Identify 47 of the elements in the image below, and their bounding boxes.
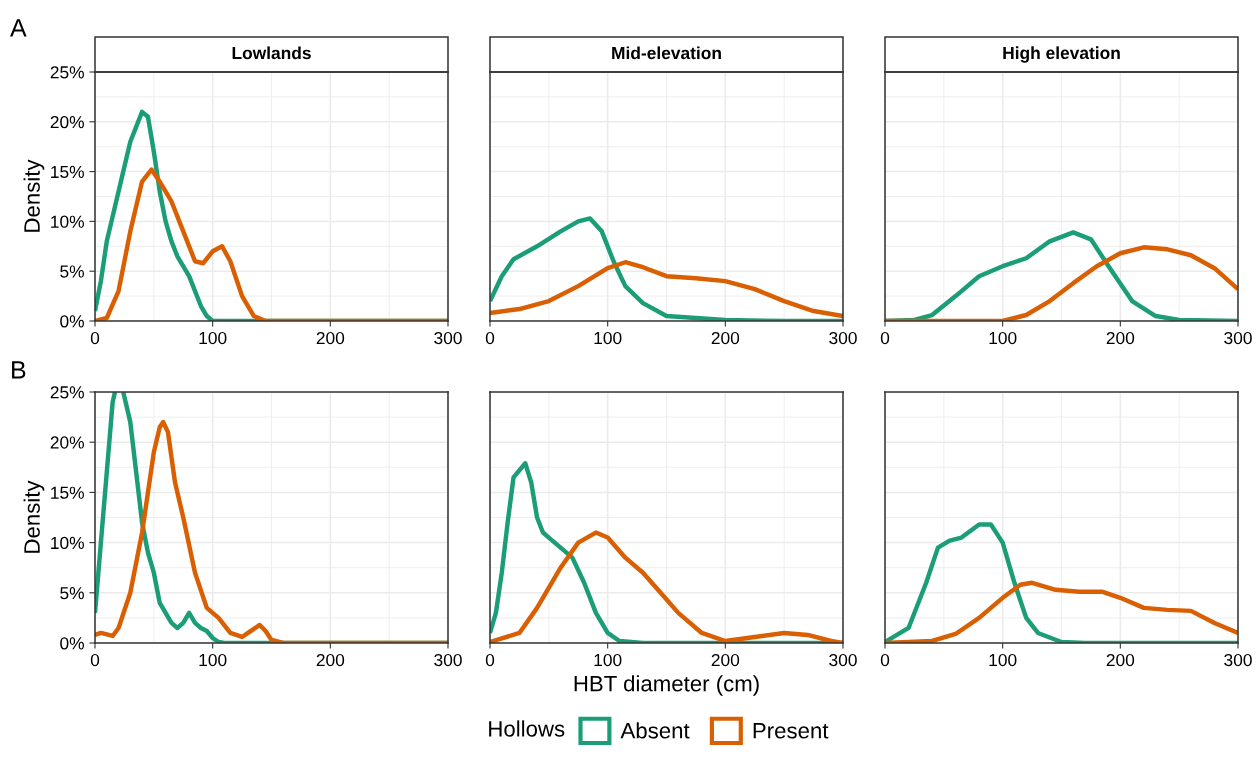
legend-title: Hollows [489,720,565,737]
x-tick-label: 100 [199,653,227,667]
x-tick-label: 300 [1224,331,1252,345]
y-axis-title: Density [23,480,45,553]
x-tick-label: 200 [711,653,740,667]
x-tick-label: 0 [90,331,100,345]
x-tick-label: 200 [316,653,345,667]
y-tick-label: 10% [51,215,84,228]
chart-title: High elevation [1003,46,1120,63]
chart-title: Mid-elevation [612,46,721,60]
x-tick-label: 0 [485,331,495,345]
y-tick-label: 5% [60,587,84,600]
y-tick-label: 25% [50,386,84,399]
y-axis-title: Density [23,159,45,232]
legend-label: Present [753,723,829,739]
x-tick-label: 300 [434,653,462,667]
x-tick-label: 300 [829,331,857,345]
x-tick-label: 200 [1106,331,1135,345]
x-axis-title: HBT diameter (cm) [574,675,759,696]
y-tick-label: 25% [50,66,84,79]
x-tick-label: 200 [711,331,740,345]
x-tick-label: 100 [989,331,1017,345]
y-tick-label: 0% [60,637,84,650]
x-tick-label: 300 [434,331,462,345]
chart-title: Lowlands [232,46,311,60]
x-tick-label: 100 [594,653,622,667]
legend-label: Absent [620,722,690,739]
x-tick-label: 200 [1106,653,1135,667]
x-tick-label: 0 [485,653,495,667]
y-tick-label: 20% [50,436,84,449]
x-tick-label: 0 [880,331,890,345]
y-tick-label: 0% [60,315,84,328]
x-tick-label: 100 [199,331,227,345]
x-tick-label: 100 [989,653,1017,667]
y-tick-label: 15% [51,486,84,499]
text: B [12,361,26,379]
y-tick-label: 20% [50,115,84,129]
x-tick-label: 100 [594,331,622,345]
y-tick-label: 15% [51,165,84,179]
y-tick-label: 10% [51,536,84,550]
text: A [10,19,27,37]
x-tick-label: 200 [316,331,345,345]
y-tick-label: 5% [60,265,84,278]
x-tick-label: 300 [829,653,857,667]
x-tick-label: 300 [1224,653,1252,667]
x-tick-label: 0 [90,653,100,667]
x-tick-label: 0 [880,653,890,667]
